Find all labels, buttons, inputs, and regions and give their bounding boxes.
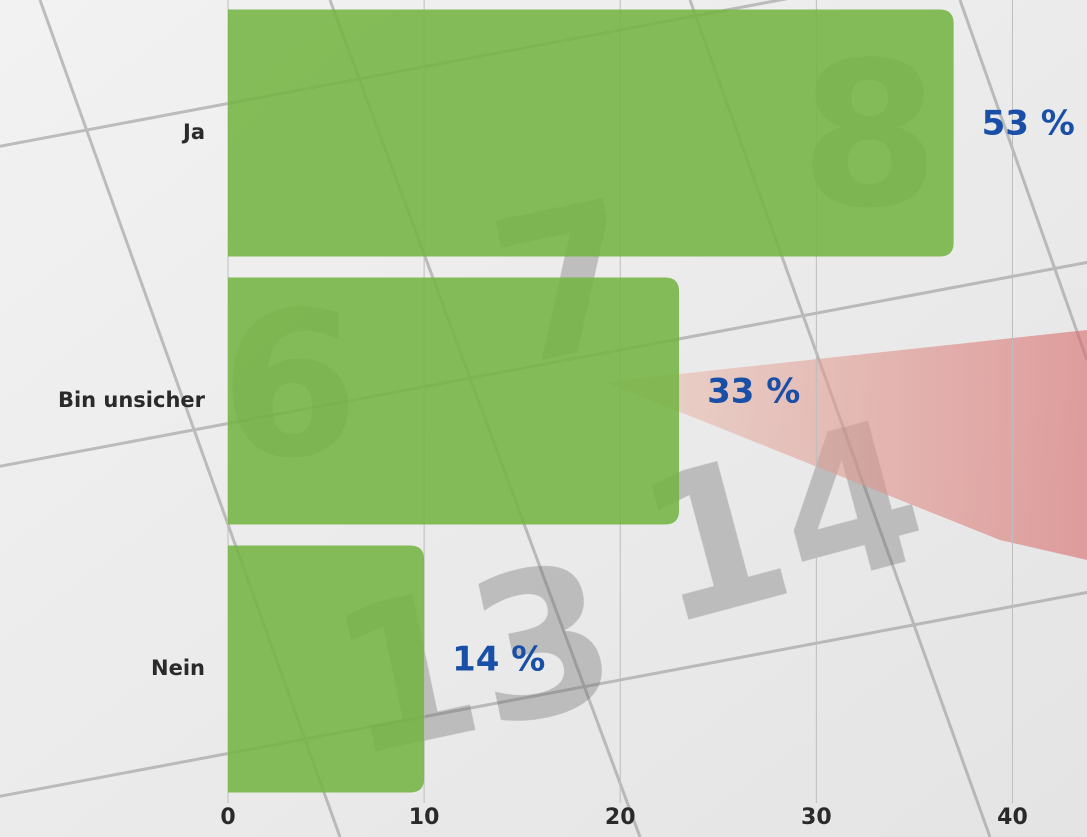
- value-label: 14 %: [452, 640, 545, 680]
- x-tick-label: 0: [220, 805, 235, 830]
- x-tick-label: 30: [801, 805, 832, 830]
- bar: [228, 9, 954, 257]
- x-tick-label: 10: [409, 805, 440, 830]
- y-tick-label: Ja: [181, 120, 205, 144]
- bars: [228, 9, 954, 793]
- bar: [228, 545, 425, 793]
- labels: 0 10 20 30 40 Ja 53 % Bin unsicher 33 % Nein 14 %: [58, 104, 1075, 831]
- x-tick-label: 20: [605, 805, 636, 830]
- value-label: 53 %: [982, 104, 1075, 144]
- bar: [228, 277, 680, 525]
- y-tick-label: Bin unsicher: [58, 388, 206, 412]
- value-label: 33 %: [707, 372, 800, 412]
- x-tick-label: 40: [997, 805, 1028, 830]
- y-tick-label: Nein: [151, 656, 205, 680]
